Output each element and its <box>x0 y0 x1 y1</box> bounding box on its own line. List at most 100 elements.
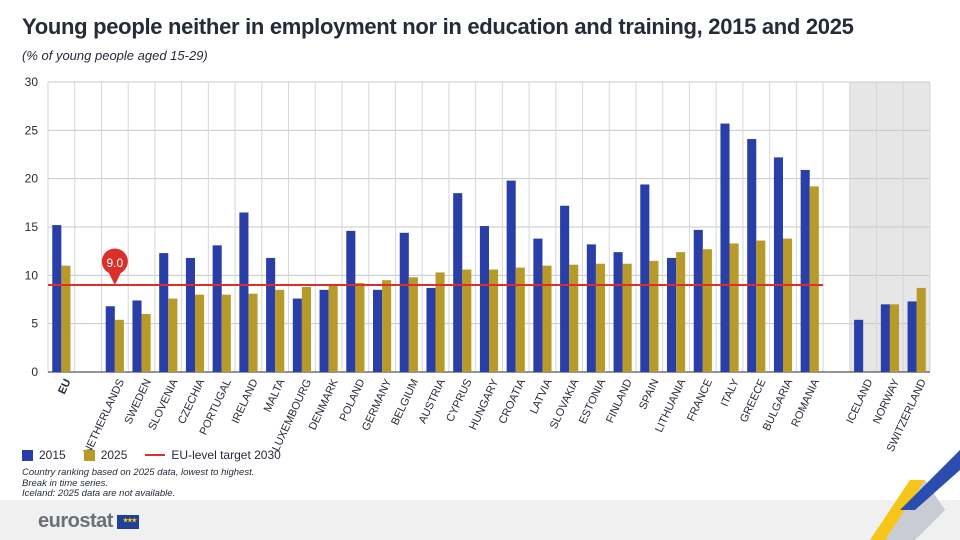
bar-2025-belgium <box>408 277 418 372</box>
bar-2015-belgium <box>399 232 409 372</box>
legend-swatch-2025 <box>83 449 95 461</box>
bar-2025-czechia <box>195 294 205 372</box>
bar-2015-czechia <box>185 257 195 372</box>
blue-stripe-shape <box>900 450 960 510</box>
legend-label-2025: 2025 <box>100 448 128 462</box>
footnote-ranking: Country ranking based on 2025 data, lowe… <box>22 467 255 478</box>
y-tick-label: 0 <box>31 365 38 379</box>
bar-2025-spain <box>649 260 659 372</box>
bar-2015-italy <box>720 123 730 372</box>
bar-2015-romania <box>800 169 810 372</box>
bar-2025-netherlands <box>114 319 124 372</box>
y-tick-label: 10 <box>25 268 39 282</box>
legend-item-2025: 2025 <box>83 448 128 462</box>
footnote-break: Break in time series. <box>22 477 109 489</box>
bar-2025-luxembourg <box>301 286 311 372</box>
bar-2015-malta <box>266 257 276 372</box>
bar-2025-slovakia <box>569 264 579 372</box>
target-marker <box>101 248 128 285</box>
y-tick-label: 30 <box>25 75 39 89</box>
bar-2015-switzerland <box>907 301 917 372</box>
x-tick-label: ROMANIA <box>789 377 822 429</box>
bar-2025-lithuania <box>676 252 686 372</box>
bar-2015-cyprus <box>453 193 463 372</box>
bar-2025-norway <box>889 304 899 372</box>
x-tick-label: NETHERLANDS <box>82 377 127 456</box>
bar-2025-denmark <box>328 285 338 372</box>
bar-2025-poland <box>355 283 365 372</box>
x-tick-label: MALTA <box>262 377 288 414</box>
eu-flag-icon: ★★★ <box>116 514 139 529</box>
bar-2015-iceland <box>854 319 864 372</box>
bar-2025-sweden <box>141 314 151 372</box>
legend-label-2015: 2015 <box>39 448 66 462</box>
x-tick-label: POLAND <box>338 377 368 423</box>
bar-2015-luxembourg <box>292 298 302 372</box>
x-tick-label: ICELAND <box>844 377 875 425</box>
target-label: 9.0 <box>106 256 123 270</box>
x-tick-label: FINLAND <box>604 377 635 425</box>
x-tick-label: AUSTRIA <box>417 377 448 426</box>
bar-2025-slovenia <box>168 298 178 372</box>
bar-2015-sweden <box>132 300 142 372</box>
bar-2015-lithuania <box>667 257 677 372</box>
bar-2025-switzerland <box>916 287 926 372</box>
chart-title: Young people neither in employment nor i… <box>22 14 854 39</box>
bar-2025-latvia <box>542 265 552 372</box>
legend-item-2015: 2015 <box>22 448 66 462</box>
footer-bar <box>0 500 960 540</box>
legend-label-target: EU-level target 2030 <box>171 448 281 462</box>
bar-2015-estonia <box>586 244 596 372</box>
bar-2025-ireland <box>248 293 258 372</box>
bar-2025-estonia <box>595 263 605 372</box>
x-tick-label: LATVIA <box>528 377 555 416</box>
footnote-iceland: Iceland: 2025 data are not available. <box>22 488 176 499</box>
bar-2025-croatia <box>515 267 525 372</box>
y-tick-label: 20 <box>25 172 39 186</box>
bar-2015-ireland <box>239 212 249 372</box>
footnotes: Country ranking based on 2025 data, lowe… <box>22 467 255 500</box>
x-tick-label: ITALY <box>719 377 742 409</box>
bar-2025-bulgaria <box>783 238 793 372</box>
bar-2015-france <box>693 229 703 372</box>
logo-text: eurostat <box>38 510 113 532</box>
bar-2025-cyprus <box>462 269 472 372</box>
bar-2025-italy <box>729 243 739 372</box>
bar-2015-croatia <box>506 180 516 372</box>
bar-2015-slovakia <box>560 205 570 372</box>
bar-2025-eu <box>61 265 71 372</box>
bar-2015-eu <box>52 225 62 372</box>
legend-swatch-2015 <box>22 449 33 461</box>
bar-2015-bulgaria <box>773 157 783 372</box>
x-tick-label: EU <box>56 377 73 396</box>
x-tick-label: SWEDEN <box>123 377 154 426</box>
bar-2025-hungary <box>489 269 499 372</box>
bar-2025-germany <box>382 280 392 372</box>
bar-2015-finland <box>613 252 623 372</box>
legend-line-target <box>145 454 166 456</box>
y-tick-label: 5 <box>31 317 38 331</box>
bar-2015-latvia <box>533 238 543 372</box>
bar-2025-romania <box>809 186 819 372</box>
bar-2015-poland <box>346 230 356 372</box>
bar-2025-finland <box>622 263 632 372</box>
bar-2015-netherlands <box>105 306 115 372</box>
x-tick-label: IRELAND <box>230 377 261 425</box>
bar-2015-greece <box>747 139 757 372</box>
x-tick-label: CYPRUS <box>444 377 474 424</box>
x-tick-label: SPAIN <box>637 377 662 411</box>
x-tick-label: GREECE <box>738 377 769 424</box>
chart-subtitle: (% of young people aged 15-29) <box>22 48 208 63</box>
bar-2015-denmark <box>319 289 329 372</box>
bar-2015-hungary <box>479 226 489 372</box>
yellow-stripe-shape <box>870 480 925 540</box>
bar-2025-malta <box>275 289 285 372</box>
bar-2015-norway <box>880 304 890 372</box>
x-tick-label: FRANCE <box>685 377 715 423</box>
bar-2015-germany <box>373 289 383 372</box>
bar-2025-france <box>702 249 712 372</box>
bar-2025-portugal <box>221 294 231 372</box>
legend-item-target: EU-level target 2030 <box>145 448 281 462</box>
bar-2025-greece <box>756 240 766 372</box>
